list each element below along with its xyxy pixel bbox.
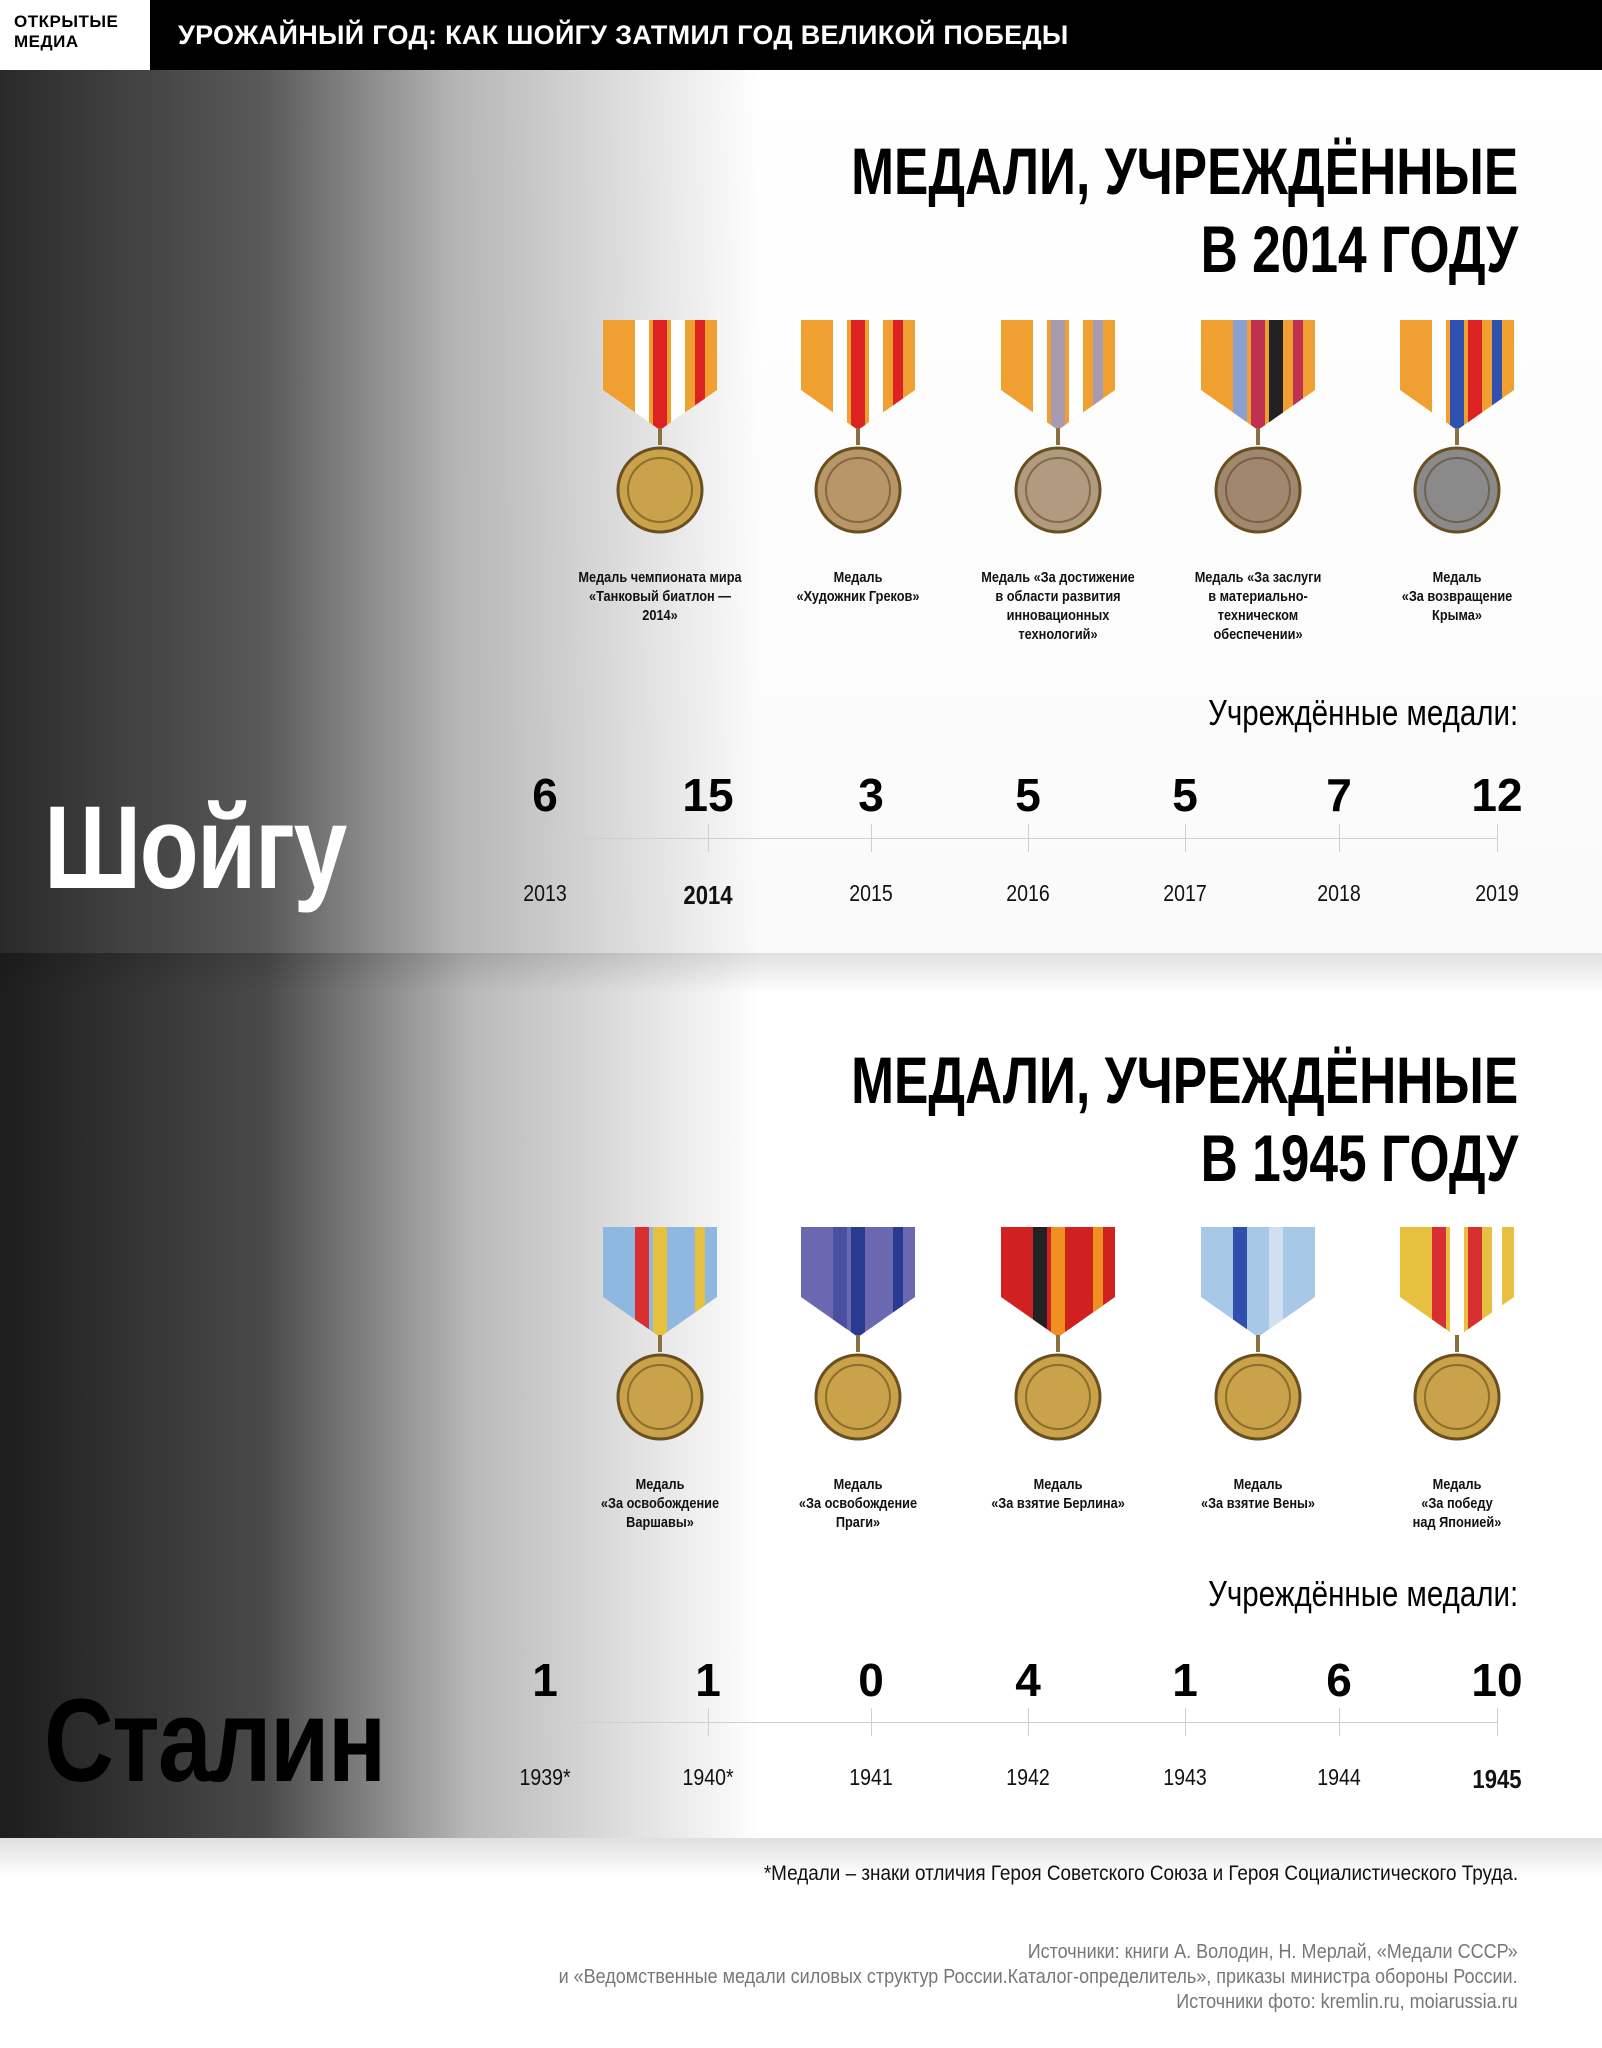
medal-count: 1: [1172, 1654, 1198, 1706]
section-title: МЕДАЛИ, УЧРЕЖДЁННЫЕ В 2014 ГОДУ: [850, 134, 1518, 286]
timeline-tick: [1185, 824, 1186, 852]
medal-icon: [801, 1227, 915, 1441]
medal-icon: [1201, 1227, 1315, 1441]
timeline-year: 1943: [1163, 1764, 1207, 1790]
medal: Медаль «За победу над Японией»: [1357, 1227, 1557, 1532]
section-shadow: [0, 953, 1602, 993]
timeline-tick: [1028, 1708, 1029, 1736]
medal: Медаль «Художник Греков»: [758, 320, 958, 606]
timeline-year: 2019: [1475, 880, 1519, 906]
medal-caption: Медаль «Художник Греков»: [796, 569, 920, 605]
section-shadow: [0, 1838, 1602, 1878]
timeline-axis: [545, 838, 1497, 839]
section-title: МЕДАЛИ, УЧРЕЖДЁННЫЕ В 1945 ГОДУ: [850, 1043, 1518, 1195]
medal-caption: Медаль чемпионата мира «Танковый биатлон …: [578, 569, 742, 624]
timeline-year: 1945: [1472, 1764, 1522, 1794]
established-medals-label: Учреждённые медали:: [1207, 692, 1518, 733]
footnote: *Медали – знаки отличия Героя Советского…: [764, 1862, 1518, 1886]
medal-icon: [1201, 320, 1315, 534]
medal-caption: Медаль «За заслуги в материально-техничес…: [1194, 569, 1322, 643]
medal-icon: [603, 1227, 717, 1441]
timeline-year: 2017: [1163, 880, 1207, 906]
medal-caption: Медаль «За взятие Вены»: [1200, 1476, 1316, 1512]
timeline-tick: [545, 824, 546, 852]
medal-icon: [801, 320, 915, 534]
medal-count: 6: [532, 769, 558, 821]
medal-count: 4: [1015, 1654, 1041, 1706]
timeline-year: 1942: [1006, 1764, 1050, 1790]
medal: Медаль «За взятие Вены»: [1158, 1227, 1358, 1513]
established-medals-label: Учреждённые медали:: [1207, 1573, 1518, 1614]
medal: Медаль «За освобождение Варшавы»: [560, 1227, 760, 1532]
person-name: Шойгу: [44, 782, 347, 914]
section-1: Шойгу МЕДАЛИ, УЧРЕЖДЁННЫЕ В 2014 ГОДУ Меда…: [0, 70, 1602, 953]
headline: УРОЖАЙНЫЙ ГОД: КАК ШОЙГУ ЗАТМИЛ ГОД ВЕЛИ…: [178, 20, 1069, 50]
medal-icon: [1400, 320, 1514, 534]
timeline-year: 2016: [1006, 880, 1050, 906]
medal-count: 1: [532, 1654, 558, 1706]
medal-icon: [1001, 320, 1115, 534]
medal-icon: [1400, 1227, 1514, 1441]
medal-caption: Медаль «За победу над Японией»: [1412, 1476, 1502, 1531]
medal-icon: [603, 320, 717, 534]
timeline-year: 2014: [683, 880, 733, 910]
medal-count: 0: [858, 1654, 884, 1706]
medal-count: 5: [1172, 769, 1198, 821]
medal: Медаль чемпионата мира «Танковый биатлон …: [560, 320, 760, 625]
sources: Источники: книги А. Володин, Н. Мерлай, …: [558, 1941, 1518, 2013]
medal-count: 3: [858, 769, 884, 821]
timeline-tick: [1497, 824, 1498, 852]
medal-caption: Медаль «За достижение в области развития и…: [981, 569, 1135, 643]
timeline-axis: [545, 1722, 1497, 1723]
medal-count: 5: [1015, 769, 1041, 821]
medal-caption: Медаль «За возвращение Крыма»: [1401, 569, 1513, 624]
medal: Медаль «За освобождение Праги»: [758, 1227, 958, 1532]
medal-count: 12: [1471, 769, 1523, 821]
timeline-year: 2013: [523, 880, 567, 906]
medal-count: 15: [682, 769, 734, 821]
medal-caption: Медаль «За освобождение Варшавы»: [600, 1476, 720, 1531]
timeline-year: 2015: [849, 880, 893, 906]
timeline-year: 1940*: [682, 1764, 734, 1790]
medal-caption: Медаль «За освобождение Праги»: [798, 1476, 918, 1531]
medal: Медаль «За взятие Берлина»: [958, 1227, 1158, 1513]
person-name: Сталин: [44, 1675, 386, 1807]
medal-count: 6: [1326, 1654, 1352, 1706]
logo[interactable]: ОТКРЫТЫЕ МЕДИА: [0, 0, 150, 70]
medal: Медаль «За заслуги в материально-техничес…: [1158, 320, 1358, 644]
medal-count: 10: [1471, 1654, 1523, 1706]
header-bar: ОТКРЫТЫЕ МЕДИА УРОЖАЙНЫЙ ГОД: КАК ШОЙГУ З…: [0, 0, 1602, 70]
medal: Медаль «За возвращение Крыма»: [1357, 320, 1557, 625]
timeline-tick: [871, 1708, 872, 1736]
medal-caption: Медаль «За взятие Берлина»: [991, 1476, 1125, 1512]
timeline-tick: [1028, 824, 1029, 852]
timeline-year: 1944: [1317, 1764, 1361, 1790]
timeline-year: 1941: [849, 1764, 893, 1790]
medal-count: 7: [1326, 769, 1352, 821]
timeline-tick: [1497, 1708, 1498, 1736]
medal: Медаль «За достижение в области развития и…: [958, 320, 1158, 644]
timeline-tick: [545, 1708, 546, 1736]
medal-count: 1: [695, 1654, 721, 1706]
medal-icon: [1001, 1227, 1115, 1441]
timeline-tick: [1185, 1708, 1186, 1736]
timeline-year: 1939*: [519, 1764, 571, 1790]
timeline-tick: [871, 824, 872, 852]
timeline-tick: [708, 824, 709, 852]
timeline-tick: [708, 1708, 709, 1736]
timeline-year: 2018: [1317, 880, 1361, 906]
timeline-tick: [1339, 824, 1340, 852]
timeline-tick: [1339, 1708, 1340, 1736]
section-2: Сталин МЕДАЛИ, УЧРЕЖДЁННЫЕ В 1945 ГОДУ Мед…: [0, 953, 1602, 1838]
